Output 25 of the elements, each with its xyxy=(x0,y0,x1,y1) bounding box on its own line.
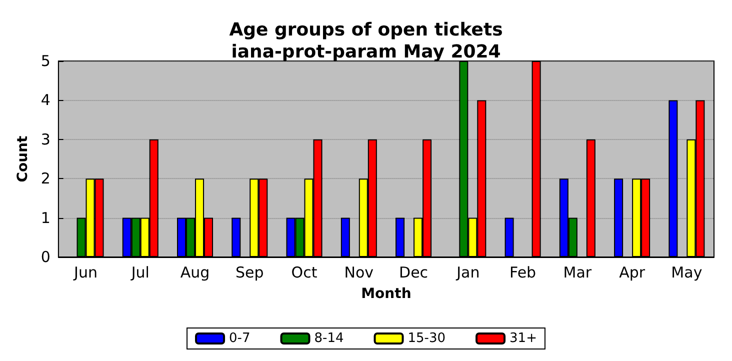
x-axis-title: Month xyxy=(361,286,412,302)
x-tick-label: Aug xyxy=(180,264,210,282)
x-tick-label: Sep xyxy=(236,264,264,282)
y-tick-label: 1 xyxy=(40,208,50,227)
chart-title: Age groups of open tickets iana-prot-param May 2024 xyxy=(229,20,503,62)
y-tick-label: 2 xyxy=(40,170,50,188)
x-tick-label: Oct xyxy=(291,264,318,282)
y-tick-label: 4 xyxy=(40,91,50,110)
y-tick-label: 3 xyxy=(40,130,50,148)
y-axis-title: Count xyxy=(15,135,31,182)
x-tick-label: May xyxy=(671,264,702,282)
x-tick-label: Jul xyxy=(130,264,150,282)
legend-label: 15-30 xyxy=(408,331,446,346)
x-tick-label: Dec xyxy=(399,264,428,282)
legend-label: 8-14 xyxy=(314,331,344,346)
legend-label: 0-7 xyxy=(229,331,250,346)
x-tick-label: Nov xyxy=(344,264,374,282)
y-tick-label: 5 xyxy=(40,52,50,70)
x-tick-label: Jan xyxy=(456,264,480,282)
x-tick-label: Feb xyxy=(510,264,536,282)
x-tick-label: Mar xyxy=(563,264,592,282)
legend-label: 31+ xyxy=(510,331,537,346)
x-tick-label: Jun xyxy=(73,264,98,282)
x-tick-label: Apr xyxy=(619,264,646,282)
y-tick-label: 0 xyxy=(40,248,50,266)
